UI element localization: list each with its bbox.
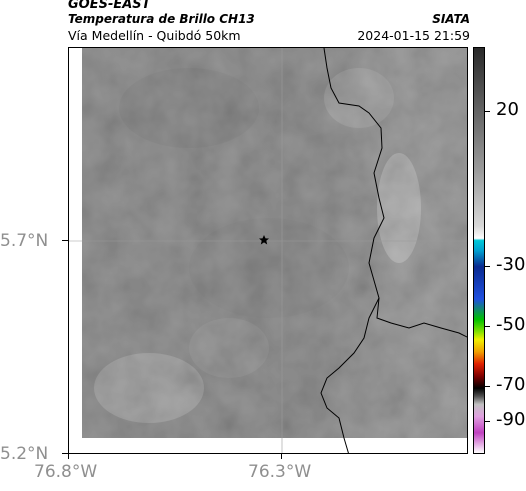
colorbar-tick [485, 111, 490, 112]
colorbar-label: 20 [496, 99, 519, 120]
lon-tick-label: 76.8°W [34, 462, 98, 482]
brightness-temperature-map [69, 48, 467, 453]
colorbar [473, 47, 485, 454]
colorbar-tick [485, 266, 490, 267]
colorbar-tick [485, 421, 490, 422]
lat-tick-mark [62, 240, 68, 241]
boundary-line [323, 48, 467, 338]
lon-tick-mark [281, 454, 282, 459]
satellite-title: GOES-EAST [68, 0, 151, 12]
lat-tick-label: 5.2°N [0, 444, 49, 464]
colorbar-label: -30 [496, 254, 526, 275]
boundary-line [320, 297, 380, 453]
lon-tick-mark [68, 454, 69, 459]
colorbar-label: -70 [496, 374, 526, 395]
colorbar-tick [485, 326, 490, 327]
product-title: Temperatura de Brillo CH13 [68, 12, 255, 26]
colorbar-label: -90 [496, 409, 526, 430]
star-icon [259, 235, 269, 245]
colorbar-tick [485, 386, 490, 387]
organization-label: SIATA [432, 12, 470, 26]
lat-tick-mark [62, 453, 68, 454]
lat-tick-label: 5.7°N [0, 231, 49, 251]
region-subtitle: Vía Medellín - Quibdó 50km [68, 28, 241, 43]
lon-tick-label: 76.3°W [248, 462, 312, 482]
colorbar-label: -50 [496, 314, 526, 335]
map-panel[interactable] [68, 47, 468, 454]
timestamp-label: 2024-01-15 21:59 [357, 28, 470, 43]
